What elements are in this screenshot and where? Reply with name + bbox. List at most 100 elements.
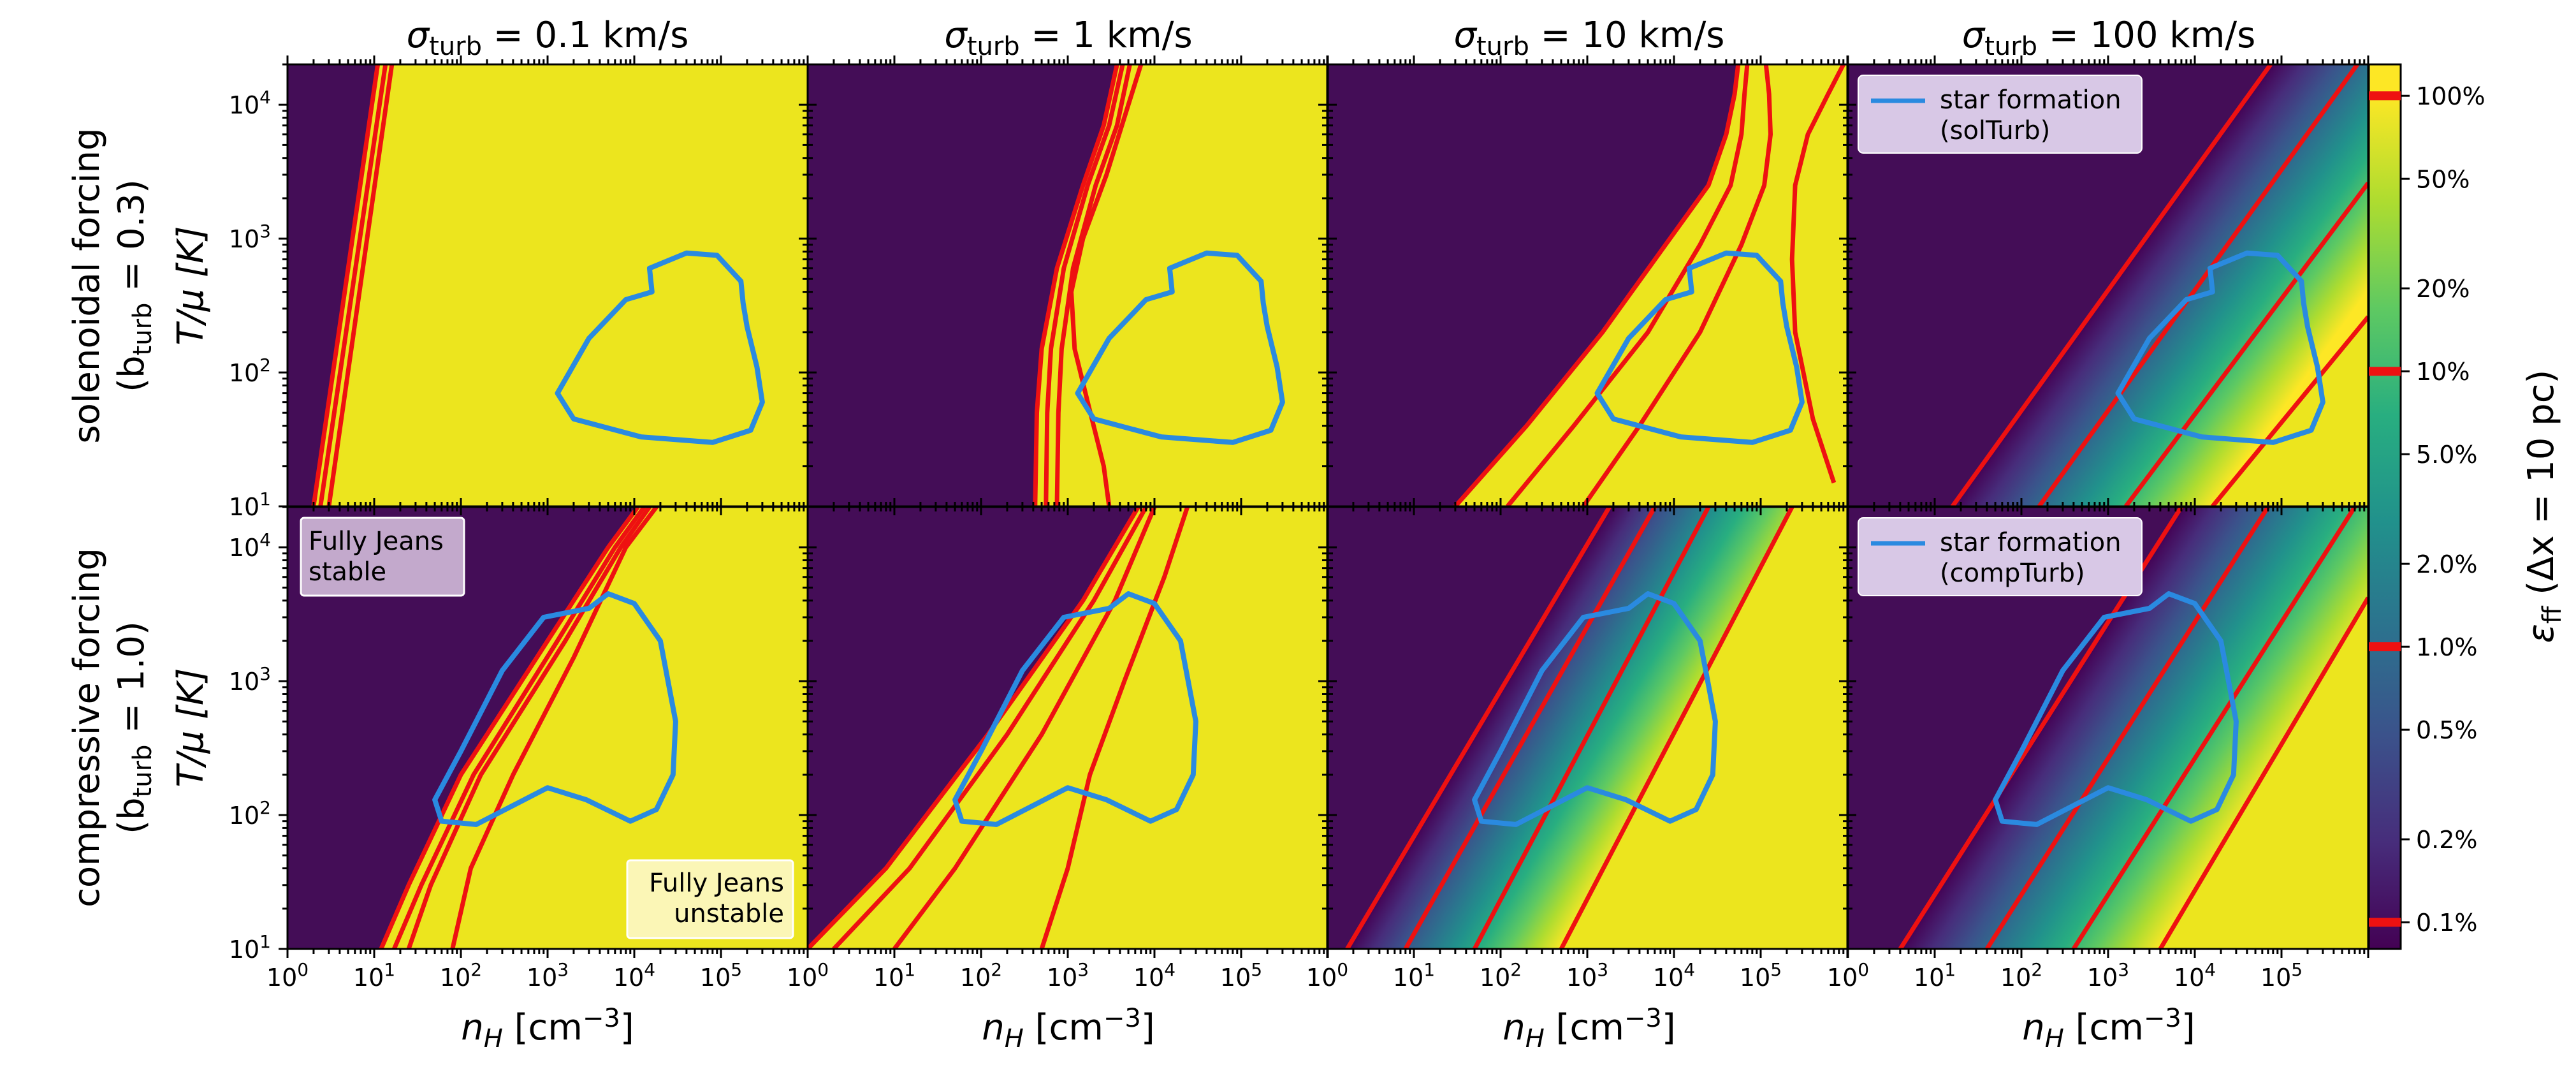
- star-formation-contour: [2115, 250, 2325, 445]
- jeans-unstable-region: [808, 507, 1328, 949]
- star-formation-contour: [1993, 591, 2239, 827]
- column-title-1: σturb = 1 km/s: [944, 15, 1192, 61]
- x-tick-label: 102: [440, 959, 482, 992]
- colorbar-tick-label: 2.0%: [2416, 550, 2478, 578]
- efficiency-contour-1pct: [1403, 507, 1657, 949]
- column-title-2: σturb = 10 km/s: [1454, 15, 1725, 61]
- efficiency-contour-1pct: [318, 64, 388, 506]
- star-formation-contour: [432, 591, 678, 827]
- colorbar-tick-label: 100%: [2416, 82, 2485, 110]
- x-tick-label: 100: [1306, 959, 1348, 992]
- x-tick-label: 102: [1480, 959, 1522, 992]
- efficiency-contour-100pct: [450, 507, 659, 949]
- column-title-3: σturb = 100 km/s: [1962, 15, 2256, 61]
- colorbar-saturated: [2369, 64, 2401, 96]
- legend-solturb-label-2: (solTurb): [1940, 116, 2050, 145]
- efficiency-contour-1pct: [392, 507, 646, 949]
- y-tick-label: 101: [229, 488, 271, 521]
- efficiency-contour-1pct: [1506, 64, 1750, 506]
- colorbar-frame: [2368, 63, 2402, 950]
- colorbar-tick-label: 0.2%: [2416, 826, 2478, 854]
- efficiency-contour-0_1pct: [1033, 64, 1119, 506]
- jeans-unstable-region: [1952, 64, 2368, 506]
- x-tick-label: 101: [1393, 959, 1435, 992]
- x-tick-label: 103: [2087, 959, 2129, 992]
- legend-solturb: star formation (solTurb): [1858, 75, 2143, 154]
- x-tick-label: 104: [1133, 959, 1175, 992]
- x-tick-label: 101: [873, 959, 915, 992]
- efficiency-contour-0_1pct: [311, 64, 381, 506]
- x-tick-label: 104: [613, 959, 655, 992]
- efficiency-contour-100pct: [1039, 507, 1190, 949]
- colorbar: 100% 50% 20% 10% 5.0% 2.0% 1.0% 0.5% 0.2% 0.1%: [2368, 63, 2485, 950]
- star-formation-contour: [1075, 250, 1285, 445]
- star-formation-contour: [1594, 250, 1805, 445]
- star-formation-contour: [1472, 591, 1718, 827]
- efficiency-contour-100pct: [1559, 507, 1794, 949]
- x-tick-label: 101: [1914, 959, 1956, 992]
- efficiency-contour-0_1pct: [1345, 507, 1612, 949]
- legend-compturb-label-1: star formation: [1940, 528, 2121, 557]
- y-tick-label: 103: [229, 663, 271, 696]
- efficiency-contour-1pct: [1044, 64, 1125, 506]
- panel-compressive-1: [808, 507, 1328, 949]
- efficiency-contour-100pct: [1069, 64, 1144, 506]
- y-tick-label: 101: [229, 931, 271, 964]
- row-title-1: compressive forcing (bturb = 1.0): [66, 548, 157, 907]
- legend-compturb-label-2: (compTurb): [1940, 559, 2085, 588]
- colorbar-tick-label: 50%: [2416, 165, 2470, 193]
- column-title-0: σturb = 0.1 km/s: [407, 15, 689, 61]
- panel-solenoidal-1: [808, 64, 1328, 506]
- efficiency-contour-10pct: [1473, 507, 1711, 949]
- colorbar-tick-label: 5.0%: [2416, 441, 2478, 469]
- panel-solenoidal-0: [287, 64, 808, 506]
- x-tick-label: 104: [2174, 959, 2216, 992]
- saturated-region: [1561, 507, 1847, 949]
- efficiency-contour-1pct: [1984, 507, 2270, 949]
- colorbar-tick-label: 20%: [2416, 275, 2470, 303]
- stable-line2: stable: [309, 557, 386, 587]
- x-tick-label: 105: [1740, 959, 1782, 992]
- jeans-unstable-region: [381, 507, 808, 949]
- x-tick-label: 102: [960, 959, 1002, 992]
- x-tick-label: 103: [527, 959, 569, 992]
- efficiency-contour-1pct: [832, 507, 1148, 949]
- unstable-line1: Fully Jeans: [649, 869, 784, 898]
- colorbar-tick-label: 0.1%: [2416, 909, 2478, 937]
- y-tick-label: 104: [229, 87, 271, 119]
- colorbar-gradient: [2369, 96, 2401, 950]
- xlabel-1: nH [cm−3]: [982, 1004, 1154, 1054]
- efficiency-contour-10pct: [892, 507, 1157, 949]
- colorbar-label: εff (Δx = 10 pc): [2521, 370, 2567, 643]
- y-tick-label: 103: [229, 221, 271, 253]
- panel-solenoidal-2: [1327, 64, 1847, 506]
- axis-ticks: 100 101 102 103 104 105 100 101 102 103 104 105 100 1…: [229, 55, 2377, 992]
- fully-jeans-stable-box: Fully Jeans stable: [300, 517, 465, 597]
- efficiency-contour-100pct: [1789, 64, 1845, 484]
- y-tick-label: 104: [229, 529, 271, 562]
- efficiency-contour-100pct: [2211, 315, 2368, 506]
- row-title-1-line2: (bturb = 1.0): [111, 621, 157, 834]
- efficiency-contour-1pct: [2037, 64, 2359, 506]
- xlabel-3: nH [cm−3]: [2022, 1004, 2195, 1054]
- efficiency-contour-0_1pct: [1453, 64, 1741, 506]
- star-formation-contour: [952, 591, 1198, 827]
- efficiency-contour-100pct: [2158, 596, 2368, 949]
- row-title-0-line2: (bturb = 0.3): [111, 179, 157, 392]
- colorbar-tick-label: 0.5%: [2416, 716, 2478, 744]
- efficiency-contour-0_1pct: [1950, 64, 2273, 506]
- x-tick-label: 105: [700, 959, 742, 992]
- x-tick-label: 100: [266, 959, 309, 992]
- efficiency-contour-10pct: [2071, 507, 2357, 949]
- jeans-unstable-region: [313, 64, 808, 506]
- x-tick-label: 103: [1047, 959, 1089, 992]
- x-tick-label: 100: [787, 959, 829, 992]
- unstable-line2: unstable: [674, 899, 784, 929]
- x-tick-label: 105: [2260, 959, 2303, 992]
- colorbar-tick-label: 1.0%: [2416, 633, 2478, 661]
- efficiency-contour-10pct: [2123, 181, 2368, 506]
- efficiency-contour-10pct: [1054, 64, 1132, 506]
- x-tick-label: 104: [1653, 959, 1695, 992]
- star-formation-contour: [555, 250, 765, 445]
